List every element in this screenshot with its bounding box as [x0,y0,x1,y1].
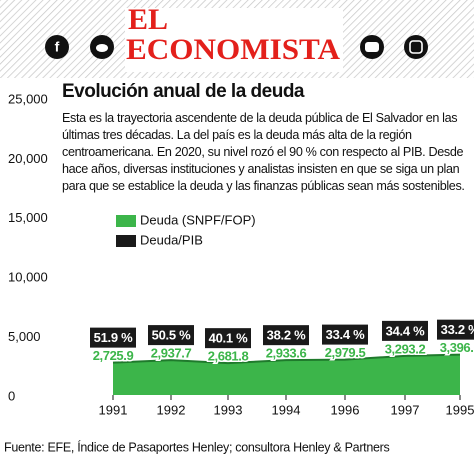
instagram-glyph [409,40,423,54]
y-tick-label: 5,000 [8,329,41,344]
logo-background [125,8,343,72]
ratio-label: 34.4 % [386,323,425,338]
y-tick-label: 0 [8,388,15,403]
y-tick-label: 25,000 [8,91,48,106]
ratio-box [322,324,368,345]
chart-title: Evolución anual de la deuda [62,81,305,102]
x-tick-label: 1996 [331,402,360,417]
legend-swatch [116,215,136,227]
x-tick-label: 1994 [272,402,301,417]
ratio-label: 33.4 % [326,327,365,342]
x-tick-label: 1995 [446,402,474,417]
twitter-glyph [96,44,108,52]
value-label: 2,725.9 [93,348,134,363]
ratio-box [148,325,194,346]
x-tick-label: 1993 [214,402,243,417]
value-label: 2,979.5 [325,345,366,360]
facebook-icon[interactable] [45,35,69,59]
ratio-box [205,328,251,349]
chart-subtitle: Esta es la trayectoria ascendente de la … [62,111,465,193]
x-tick-label: 1991 [99,402,128,417]
logo-line2: ECONOMISTA [126,33,340,66]
ratio-label: 40.1 % [209,331,248,346]
y-tick-label: 10,000 [8,270,48,285]
ratio-label: 33.2 % [441,322,474,337]
area-line [112,353,461,365]
value-label: 2,933.6 [266,346,307,361]
ratio-label: 50.5 % [152,328,191,343]
ratio-box [382,320,428,341]
legend-label: Deuda (SNPF/FOP) [140,212,256,227]
y-tick-label: 20,000 [8,151,48,166]
legend-label: Deuda/PIB [140,232,203,247]
youtube-glyph [365,42,379,52]
ratio-label: 51.9 % [94,330,133,345]
ratio-box [437,319,474,340]
ratio-box [263,325,309,346]
logo-line1: EL [128,3,168,36]
legend-swatch [116,235,136,247]
x-tick-label: 1992 [157,402,186,417]
value-label: 3,293.2 [385,341,426,356]
instagram-icon[interactable] [404,35,428,59]
facebook-glyph: f [55,39,60,55]
y-tick-label: 15,000 [8,210,48,225]
social-icons: f [45,35,428,59]
value-label: 3,396.6 [440,340,474,355]
value-label: 2,937.7 [151,346,192,361]
ratio-box [90,327,136,348]
source: Fuente: EFE, Índice de Pasaportes Henley… [4,439,390,454]
area [113,354,460,395]
ratio-label: 38.2 % [267,328,306,343]
value-label: 2,681.8 [208,349,249,364]
x-tick-label: 1997 [391,402,420,417]
